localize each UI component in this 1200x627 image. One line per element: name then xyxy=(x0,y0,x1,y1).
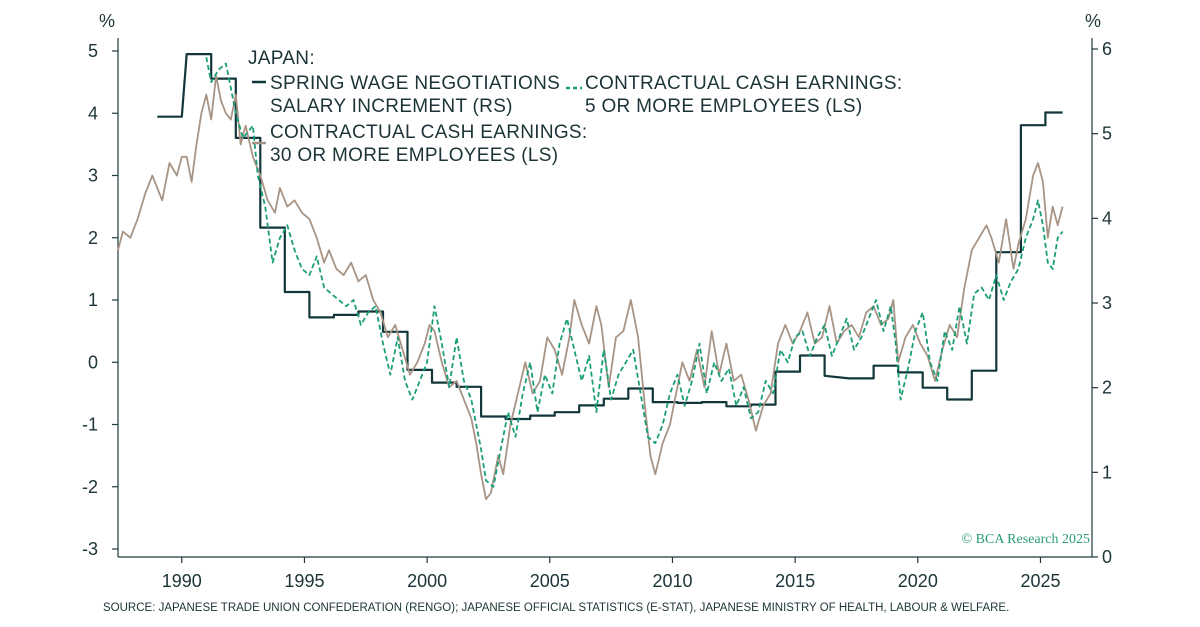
legend: JAPAN: SPRING WAGE NEGOTIATIONS SALARY I… xyxy=(248,48,902,166)
right-tick-label: 5 xyxy=(1102,124,1112,144)
source-note: SOURCE: JAPANESE TRADE UNION CONFEDERATI… xyxy=(103,602,1009,614)
x-tick-label: 2020 xyxy=(898,571,938,591)
legend-rs-line2: SALARY INCREMENT (RS) xyxy=(270,96,513,117)
left-tick-label: 1 xyxy=(88,290,98,310)
left-tick-label: -3 xyxy=(82,539,98,559)
legend-title: JAPAN: xyxy=(248,48,315,69)
series-lines xyxy=(117,53,1064,501)
legend-rs-line1: SPRING WAGE NEGOTIATIONS xyxy=(270,73,560,94)
x-tick-label: 1995 xyxy=(284,571,324,591)
right-unit-label: % xyxy=(1085,11,1101,31)
copyright-watermark: © BCA Research 2025 xyxy=(962,532,1090,547)
x-tick-label: 2005 xyxy=(530,571,570,591)
left-tick-label: -2 xyxy=(82,477,98,497)
left-tick-label: -1 xyxy=(82,415,98,435)
left-tick-label: 0 xyxy=(88,352,98,372)
left-tick-label: 4 xyxy=(88,103,98,123)
right-tick-label: 0 xyxy=(1102,547,1112,567)
right-tick-label: 2 xyxy=(1102,378,1112,398)
right-tick-label: 4 xyxy=(1102,208,1112,228)
left-tick-label: 5 xyxy=(88,41,98,61)
series-line-ls5 xyxy=(205,57,1064,488)
legend-ls30-line1: CONTRACTUAL CASH EARNINGS: xyxy=(270,122,587,143)
legend-ls5-line1: CONTRACTUAL CASH EARNINGS: xyxy=(585,73,902,94)
ticks: 5 4 3 2 1 0 -1 -2 -3 6 5 4 3 2 1 0 1990 1995 2000 2005 2010 2… xyxy=(82,39,1112,591)
left-tick-label: 3 xyxy=(88,166,98,186)
x-tick-label: 2025 xyxy=(1020,571,1060,591)
legend-ls5-line2: 5 OR MORE EMPLOYEES (LS) xyxy=(585,96,863,117)
right-tick-label: 1 xyxy=(1102,462,1112,482)
left-unit-label: % xyxy=(99,11,115,31)
x-tick-label: 2010 xyxy=(652,571,692,591)
legend-ls30-line2: 30 OR MORE EMPLOYEES (LS) xyxy=(270,145,558,166)
series-line-ls30 xyxy=(117,75,1064,501)
left-tick-label: 2 xyxy=(88,228,98,248)
x-tick-label: 2015 xyxy=(775,571,815,591)
series-line-rs xyxy=(157,53,1063,421)
right-tick-label: 6 xyxy=(1102,39,1112,59)
x-tick-label: 2000 xyxy=(407,571,447,591)
right-tick-label: 3 xyxy=(1102,293,1112,313)
axes xyxy=(117,38,1093,558)
x-tick-label: 1990 xyxy=(162,571,202,591)
